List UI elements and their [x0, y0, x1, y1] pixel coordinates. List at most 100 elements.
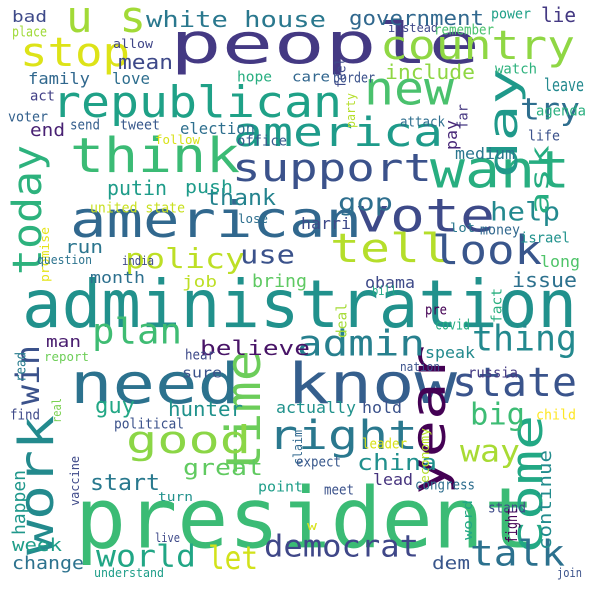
- word-great: great: [183, 456, 263, 481]
- word-need: need: [70, 352, 240, 417]
- word-vote: vote: [355, 188, 495, 242]
- word-long: long: [540, 252, 580, 271]
- word-united-state: united state: [90, 201, 185, 217]
- word-american: american: [70, 191, 362, 249]
- word-deal: deal: [335, 303, 351, 338]
- word-power: power: [491, 7, 531, 23]
- word-pay: pay: [442, 120, 461, 150]
- word-mean: mean: [118, 50, 173, 74]
- word-understand: understand: [94, 566, 164, 580]
- word-republican: republican: [52, 77, 342, 128]
- word-democrat: democrat: [264, 530, 419, 565]
- word-leader: leader: [362, 437, 407, 453]
- word-instead: instead: [388, 21, 438, 35]
- word-live: live: [155, 531, 180, 545]
- word-nation: nation: [400, 360, 440, 374]
- word-party: party: [344, 93, 358, 128]
- word-dem: dem: [432, 553, 470, 574]
- word-question: question: [37, 253, 92, 267]
- word-life: life: [528, 129, 560, 145]
- word-read: read: [14, 352, 30, 382]
- word-attack: attack: [400, 115, 446, 131]
- word-issue: issue: [512, 268, 577, 292]
- word-send: send: [70, 118, 100, 134]
- word-far: far: [456, 104, 472, 129]
- word-allow: allow: [113, 37, 154, 51]
- word-actually: actually: [276, 398, 356, 417]
- word-year: year: [401, 345, 457, 495]
- word-promise: promise: [38, 227, 52, 282]
- word-follow: follow: [155, 133, 201, 147]
- word-support: support: [232, 146, 432, 190]
- word-economy: economy: [418, 428, 432, 483]
- word-ask: ask: [525, 144, 555, 215]
- word-act: act: [30, 89, 55, 105]
- word-bad: bad: [12, 7, 47, 26]
- word-election: election: [180, 119, 255, 138]
- word-bring: bring: [252, 271, 307, 292]
- word-president: president: [75, 469, 535, 567]
- word-man: man: [46, 332, 81, 351]
- word-administration: administration: [22, 266, 577, 343]
- word-obama: obama: [365, 273, 415, 292]
- word-thank: thank: [206, 186, 276, 211]
- word-believe: believe: [200, 336, 310, 360]
- word-want: want: [430, 141, 570, 201]
- word-medium: medium: [455, 144, 515, 163]
- word-watch: watch: [495, 62, 537, 78]
- word-state: state: [452, 360, 577, 406]
- word-feel: feel: [334, 58, 350, 88]
- word-push: push: [185, 177, 233, 198]
- word-end: end: [30, 120, 65, 141]
- word-new: new: [364, 61, 454, 115]
- word-right: right: [268, 413, 418, 459]
- word-lie: lie: [541, 3, 576, 27]
- word-harri: harri: [301, 214, 351, 233]
- word-covid: covid: [435, 318, 470, 334]
- word-remember: remember: [434, 23, 494, 39]
- word-u-s: u s: [66, 0, 146, 43]
- word-continue: continue: [535, 450, 556, 550]
- word-office: office: [237, 134, 287, 150]
- word-come: come: [502, 415, 553, 555]
- word-job: job: [182, 272, 217, 291]
- word-point: point: [258, 480, 303, 496]
- word-hold: hold: [362, 398, 402, 417]
- word-admin: admin: [297, 324, 425, 365]
- word-putin: putin: [107, 176, 167, 200]
- word-meet: meet: [324, 483, 354, 499]
- word-stop: stop: [20, 30, 130, 76]
- word-sure: sure: [182, 366, 222, 382]
- word-join: join: [557, 566, 582, 580]
- word-today: today: [5, 145, 51, 275]
- word-happen: happen: [9, 470, 30, 535]
- word-hear: hear: [185, 348, 215, 364]
- word-vaccine: vaccine: [68, 456, 82, 506]
- word-bill: bill: [372, 284, 397, 298]
- word-world: world: [96, 540, 196, 575]
- word-w: w: [307, 519, 318, 533]
- word-win: win: [9, 345, 47, 405]
- word-white-house: white house: [146, 8, 326, 33]
- word-think: think: [70, 128, 240, 184]
- word-tell: tell: [330, 226, 450, 272]
- word-real: real: [50, 398, 64, 423]
- word-government: government: [349, 6, 484, 30]
- word-know: know: [287, 352, 457, 417]
- word-good: good: [126, 418, 251, 462]
- word-start: start: [90, 471, 160, 496]
- word-congress: congress: [415, 478, 475, 494]
- word-guy: guy: [95, 394, 135, 419]
- word-america: america: [233, 110, 443, 156]
- word-tweet: tweet: [120, 118, 160, 134]
- word-china: china: [357, 451, 437, 476]
- word-agenda: agenda: [536, 104, 586, 120]
- word-turn: turn: [158, 490, 193, 504]
- word-voter: voter: [8, 110, 48, 126]
- word-thing: thing: [472, 319, 577, 360]
- word-russia: russia: [468, 366, 518, 382]
- word-israel: israel: [520, 231, 570, 247]
- word-country: country: [380, 23, 575, 69]
- word-claim: claim: [291, 430, 305, 465]
